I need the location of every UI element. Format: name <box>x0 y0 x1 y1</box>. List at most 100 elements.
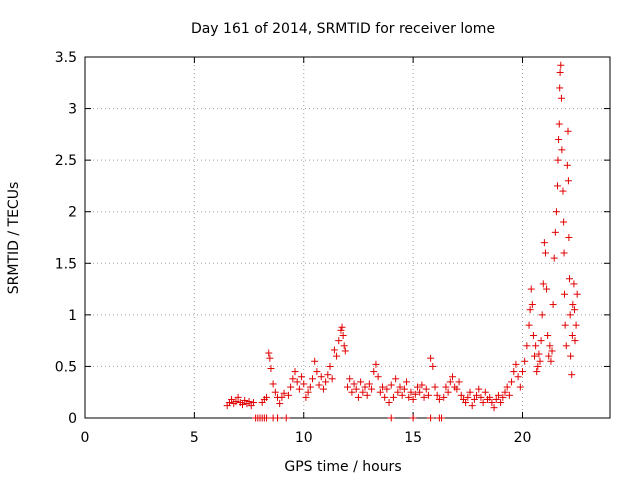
x-tick-label: 15 <box>404 430 422 446</box>
data-point <box>405 393 413 401</box>
data-point <box>276 400 284 408</box>
chart-title: Day 161 of 2014, SRMTID for receiver lom… <box>191 21 495 37</box>
data-point <box>453 385 461 393</box>
data-point <box>263 414 271 422</box>
data-point <box>562 342 570 350</box>
data-point <box>558 146 566 154</box>
data-point <box>528 301 536 309</box>
data-point <box>372 360 380 368</box>
data-point <box>341 347 349 355</box>
y-tick-labels: 0 0.5 1 1.5 2 2.5 3 3.5 <box>55 50 77 427</box>
data-point <box>534 362 542 370</box>
y-axis-title: SRMTID / TECUs <box>6 182 22 295</box>
data-point <box>409 395 417 403</box>
data-point <box>462 399 470 407</box>
data-point <box>317 373 325 381</box>
x-tick-label: 5 <box>190 430 199 446</box>
data-point <box>387 414 395 422</box>
data-point <box>374 373 382 381</box>
data-point <box>501 388 509 396</box>
data-point <box>566 311 574 319</box>
data-point <box>571 337 579 345</box>
data-point <box>532 342 540 350</box>
data-point <box>311 357 319 365</box>
data-point <box>568 371 576 379</box>
data-point <box>548 347 556 355</box>
data-point <box>357 378 365 386</box>
data-point <box>333 352 341 360</box>
data-point <box>544 331 552 339</box>
data-point <box>300 380 308 388</box>
data-point <box>291 368 299 376</box>
data-point <box>263 393 271 401</box>
data-point <box>278 393 286 401</box>
data-point <box>551 228 559 236</box>
data-point <box>319 385 327 393</box>
data-point <box>486 393 494 401</box>
data-point <box>505 391 513 399</box>
data-point <box>535 350 543 358</box>
data-point <box>435 395 443 403</box>
data-point <box>541 249 549 257</box>
data-point <box>567 352 575 360</box>
data-point <box>234 393 242 401</box>
data-point <box>424 391 432 399</box>
data-point <box>527 285 535 293</box>
data-point <box>335 337 343 345</box>
data-point <box>561 290 568 298</box>
data-point <box>394 388 402 396</box>
data-point <box>446 378 454 386</box>
data-point <box>370 368 378 376</box>
data-point <box>383 385 391 393</box>
data-point <box>302 393 310 401</box>
data-points <box>223 61 581 422</box>
data-point <box>512 360 520 368</box>
data-point <box>403 378 411 386</box>
data-point <box>339 331 347 339</box>
data-point <box>324 371 332 379</box>
data-point <box>354 393 362 401</box>
data-point <box>449 373 456 381</box>
data-point <box>555 136 563 144</box>
data-point <box>313 368 321 376</box>
y-tick-label: 3 <box>68 102 77 118</box>
data-point <box>481 388 489 396</box>
data-point <box>392 375 400 383</box>
data-point <box>438 414 446 422</box>
data-point <box>554 156 562 164</box>
data-point <box>359 388 367 396</box>
data-point <box>330 346 338 354</box>
data-point <box>427 354 435 362</box>
data-point <box>523 342 531 350</box>
data-point <box>328 375 336 383</box>
data-point <box>400 385 408 393</box>
data-point <box>563 161 571 169</box>
data-point <box>556 84 564 92</box>
data-point <box>295 385 303 393</box>
data-point <box>293 378 301 386</box>
data-point <box>282 414 290 422</box>
data-point <box>555 120 563 128</box>
data-point <box>444 388 452 396</box>
data-point <box>284 391 292 399</box>
data-point <box>267 364 275 372</box>
data-point <box>298 373 306 381</box>
data-point <box>442 383 450 391</box>
data-point <box>228 395 236 403</box>
data-point <box>385 399 393 407</box>
data-point <box>503 383 511 391</box>
data-point <box>473 391 481 399</box>
data-point <box>477 393 485 401</box>
data-point <box>422 385 430 393</box>
data-point <box>514 373 522 381</box>
data-point <box>337 326 345 334</box>
y-tick-label: 2 <box>68 205 77 221</box>
data-point <box>494 391 502 399</box>
data-point <box>379 383 386 391</box>
data-point <box>289 375 297 383</box>
data-point <box>547 357 555 365</box>
data-point <box>427 414 435 422</box>
data-point <box>466 388 474 396</box>
data-point <box>306 383 314 391</box>
